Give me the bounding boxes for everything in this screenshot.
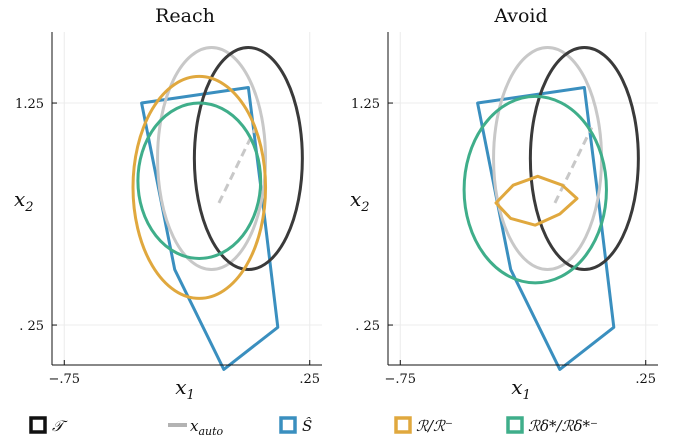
y-tick-label-0: . 25 xyxy=(355,319,380,334)
legend-swatch-R xyxy=(394,416,412,434)
legend-item-R: ℛ/ℛ⁻ xyxy=(394,416,453,435)
series-R xyxy=(131,74,268,300)
series-T xyxy=(528,46,640,272)
series-R xyxy=(494,174,579,227)
grid-reach xyxy=(52,32,322,365)
series-T xyxy=(192,46,304,272)
ylabel-reach: x2 xyxy=(14,187,34,215)
y-tick-label-1: 1.25 xyxy=(351,97,380,112)
series-Rdelta xyxy=(136,101,263,260)
legend: 𝒯 xauto Ŝ ℛ/ℛ⁻ ℛδ*/ℛδ*⁻ xyxy=(29,416,598,437)
legend-item-x-auto: xauto xyxy=(168,417,224,437)
x-tick-label-1: .25 xyxy=(635,372,656,387)
series-x_auto xyxy=(217,126,258,204)
x-tick-label-1: .25 xyxy=(299,372,320,387)
ticks-avoid: −.75 .25 . 25 1.25 xyxy=(351,97,656,387)
x-tick-label-0: −.75 xyxy=(384,372,416,387)
legend-item-T: 𝒯 xyxy=(29,416,68,435)
legend-label-S: Ŝ xyxy=(302,417,312,435)
y-tick-label-0: . 25 xyxy=(19,319,44,334)
series-T_faint xyxy=(492,46,604,272)
legend-item-S: Ŝ xyxy=(279,416,312,435)
panel-avoid: Avoid −.75 .25 . 25 1.25 x1 x2 xyxy=(350,5,658,403)
series-S xyxy=(140,86,280,371)
legend-item-R-delta: ℛδ*/ℛδ*⁻ xyxy=(506,416,598,435)
marks-avoid xyxy=(462,46,640,371)
legend-label-x-auto: xauto xyxy=(190,417,224,437)
ticks-reach: −.75 .25 . 25 1.25 xyxy=(15,97,320,387)
series-x_auto xyxy=(553,126,594,204)
ylabel-avoid: x2 xyxy=(350,187,370,215)
title-reach: Reach xyxy=(155,5,215,27)
x-tick-label-0: −.75 xyxy=(48,372,80,387)
legend-swatch-T xyxy=(29,416,47,434)
marks-reach xyxy=(131,46,304,371)
legend-label-R-delta: ℛδ*/ℛδ*⁻ xyxy=(528,417,598,435)
legend-label-R: ℛ/ℛ⁻ xyxy=(416,417,453,435)
legend-label-T: 𝒯 xyxy=(52,417,68,435)
xlabel-avoid: x1 xyxy=(511,375,531,403)
series-Rdelta xyxy=(462,94,608,285)
grid-avoid xyxy=(388,32,658,365)
y-tick-label-1: 1.25 xyxy=(15,97,44,112)
series-T_faint xyxy=(156,46,268,272)
panel-reach: Reach −.75 .25 . 25 1.25 x1 x2 xyxy=(14,5,322,403)
legend-swatch-S xyxy=(279,416,297,434)
series-S xyxy=(476,86,616,371)
xlabel-reach: x1 xyxy=(175,375,195,403)
legend-swatch-R-delta xyxy=(506,416,524,434)
title-avoid: Avoid xyxy=(493,5,547,27)
